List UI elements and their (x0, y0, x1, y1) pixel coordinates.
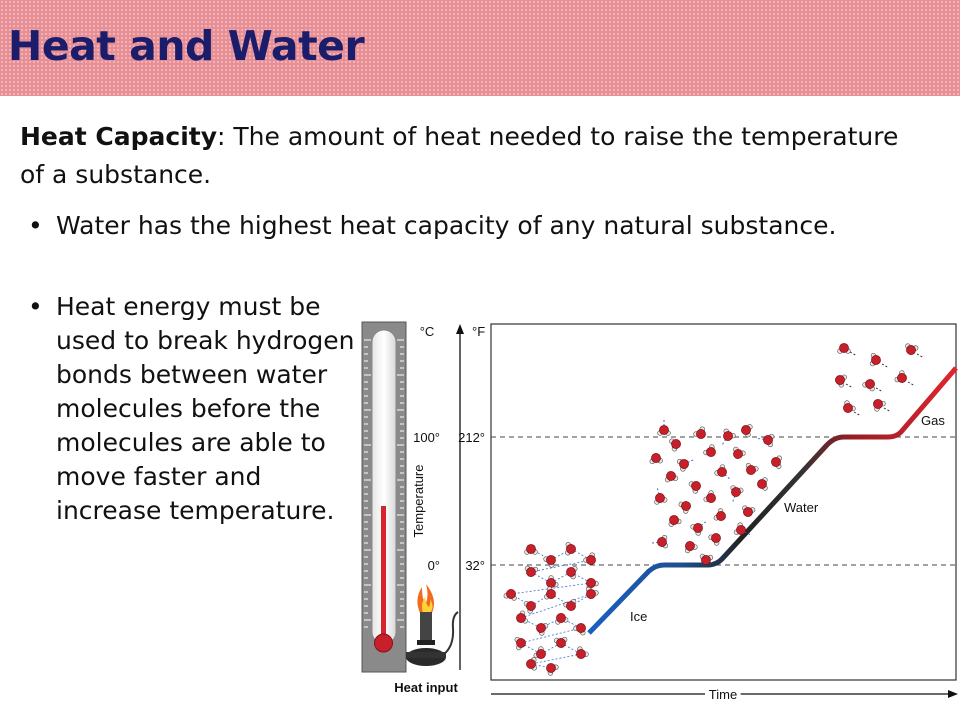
tick-celsius-100: 100° (413, 430, 440, 445)
gas-molecules-icon (835, 343, 925, 417)
bullet-text: Heat energy must be used to break hydrog… (56, 292, 355, 525)
ice-lattice-icon (503, 542, 599, 676)
phase-label-gas: Gas (921, 413, 945, 428)
x-axis-label: Time (709, 687, 737, 702)
y-axis-label: Temperature (411, 465, 426, 538)
plot-frame (490, 323, 957, 681)
tick-celsius-0: 0° (428, 558, 440, 573)
definition: Heat Capacity: The amount of heat needed… (20, 118, 920, 194)
title-banner: Heat and Water (0, 0, 960, 96)
unit-celsius: °C (420, 324, 435, 339)
x-axis-arrow (948, 690, 958, 698)
unit-fahrenheit: °F (472, 324, 485, 339)
definition-text: The amount of heat needed to raise the t… (20, 122, 899, 189)
bunsen-burner-icon (406, 584, 459, 666)
bullet-dot: • (28, 211, 43, 240)
tick-fahrenheit-212: 212° (458, 430, 485, 445)
phase-label-ice: Ice (630, 609, 647, 624)
bullet-item: • Water has the highest heat capacity of… (28, 209, 848, 279)
slide-title: Heat and Water (8, 22, 365, 70)
y-axis (456, 324, 464, 670)
heating-curve-line (587, 366, 958, 635)
thermometer-icon (361, 321, 407, 673)
definition-separator: : (217, 122, 234, 151)
heating-curve-figure: Heat input °C °F Temperature 100° 212° 0… (356, 316, 960, 720)
heat-input-label: Heat input (394, 680, 458, 695)
water-molecules-icon (649, 419, 782, 565)
tick-fahrenheit-32: 32° (465, 558, 485, 573)
bullet-dot: • (28, 292, 43, 321)
definition-term: Heat Capacity (20, 122, 218, 151)
bullet-item: • Heat energy must be used to break hydr… (28, 290, 358, 650)
bullet-text: Water has the highest heat capacity of a… (56, 211, 837, 240)
phase-label-water: Water (784, 500, 819, 515)
